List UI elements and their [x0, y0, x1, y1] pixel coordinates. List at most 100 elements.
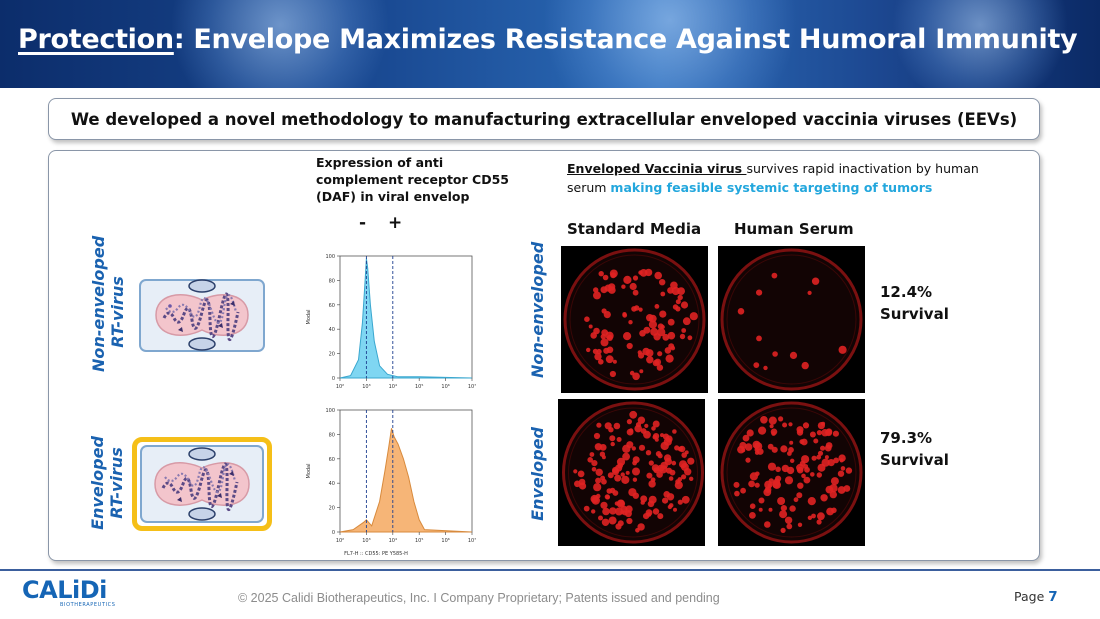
plaque: [837, 486, 846, 494]
plaque: [629, 282, 637, 291]
plaque: [632, 289, 639, 296]
y-tick-label: 80: [329, 278, 335, 284]
plaque: [628, 320, 633, 325]
plaque: [760, 416, 768, 424]
plaque: [756, 335, 762, 342]
plaque: [771, 431, 776, 436]
plaque: [742, 434, 750, 442]
plaque: [586, 347, 591, 353]
plaque: [602, 507, 610, 516]
plaque: [615, 464, 623, 472]
plaque: [614, 474, 622, 482]
plaque: [824, 455, 829, 460]
plaque: [740, 487, 746, 494]
plaque: [820, 445, 826, 451]
plus-label: +: [388, 213, 403, 233]
plaque: [637, 350, 642, 355]
plaque: [660, 291, 666, 297]
plaque: [662, 497, 669, 504]
plaque: [764, 521, 771, 528]
plaque: [778, 416, 784, 422]
company-logo: CALiDi BIOTHERAPEUTICS: [22, 578, 132, 612]
plaque: [745, 457, 751, 463]
plaque: [816, 430, 822, 436]
plaque: [773, 478, 781, 485]
plaque: [648, 495, 657, 504]
plaque: [777, 497, 786, 505]
plaque: [605, 355, 614, 364]
y-tick-label: 80: [329, 432, 335, 438]
plaque: [588, 324, 593, 329]
plaque: [817, 512, 825, 521]
plaque: [591, 460, 598, 467]
plaque: [631, 306, 637, 312]
plaque: [656, 471, 663, 478]
desc-underlined: Enveloped Vaccinia virus: [567, 161, 747, 176]
plaque: [645, 450, 652, 456]
x-tick-label: 10⁴: [389, 384, 397, 390]
plaque: [626, 441, 634, 449]
plaque: [797, 482, 804, 489]
plaque: [623, 275, 632, 284]
plaque: [593, 287, 599, 293]
plaque: [817, 422, 825, 430]
plaque: [780, 445, 788, 453]
plate-enveloped-serum: [718, 399, 865, 546]
plaque: [816, 454, 822, 460]
plaque: [654, 304, 660, 309]
y-tick-label: 20: [329, 506, 335, 512]
plaque: [829, 490, 837, 499]
plaque: [622, 452, 630, 461]
plate-rim: [569, 254, 700, 385]
plaque: [645, 509, 653, 516]
plaque: [640, 428, 647, 434]
x-tick-label: 10⁶: [441, 538, 449, 544]
plaque: [758, 426, 767, 435]
plaque: [620, 472, 625, 477]
plaque: [780, 527, 786, 533]
plaque: [610, 441, 615, 447]
survival-nonenveloped-label: Survival: [880, 305, 949, 323]
plaque: [607, 472, 614, 479]
plaque: [591, 467, 597, 472]
plaque: [663, 491, 670, 498]
non-enveloped-virus-illustration: [138, 278, 266, 353]
plaque: [646, 472, 653, 479]
plaque: [681, 474, 687, 480]
plaque: [632, 467, 640, 476]
plaque: [811, 277, 820, 285]
plaque: [632, 372, 640, 381]
y-tick-label: 40: [329, 481, 335, 487]
plaque: [600, 338, 609, 347]
plaque: [583, 505, 590, 512]
x-tick-label: 10⁵: [415, 538, 423, 544]
plaque: [629, 410, 638, 419]
plaque: [668, 476, 674, 481]
plaque: [780, 505, 787, 512]
column-standard-media: Standard Media: [567, 220, 702, 238]
plaque: [653, 433, 660, 440]
plaque: [612, 359, 617, 364]
plaque: [755, 471, 760, 477]
plaque: [626, 419, 632, 425]
plaque: [648, 480, 656, 488]
plaque: [606, 488, 613, 494]
row2-left-label-line2: RT-virus: [107, 447, 126, 519]
plaque: [675, 299, 681, 305]
plaque: [667, 331, 676, 340]
plaque: [687, 457, 695, 465]
plaque: [772, 351, 778, 357]
plaque: [832, 430, 839, 437]
plaque: [644, 268, 653, 277]
plaque: [657, 513, 664, 520]
y-tick-label: 100: [325, 408, 335, 414]
row1-right-label: Non-enveloped: [528, 241, 547, 378]
plaque: [608, 286, 616, 294]
plaque: [625, 470, 630, 475]
plaque: [584, 316, 590, 322]
plaque: [737, 308, 745, 315]
plaque: [605, 494, 610, 500]
plaque: [803, 476, 811, 484]
plaque: [644, 423, 649, 428]
plaque: [654, 358, 662, 366]
